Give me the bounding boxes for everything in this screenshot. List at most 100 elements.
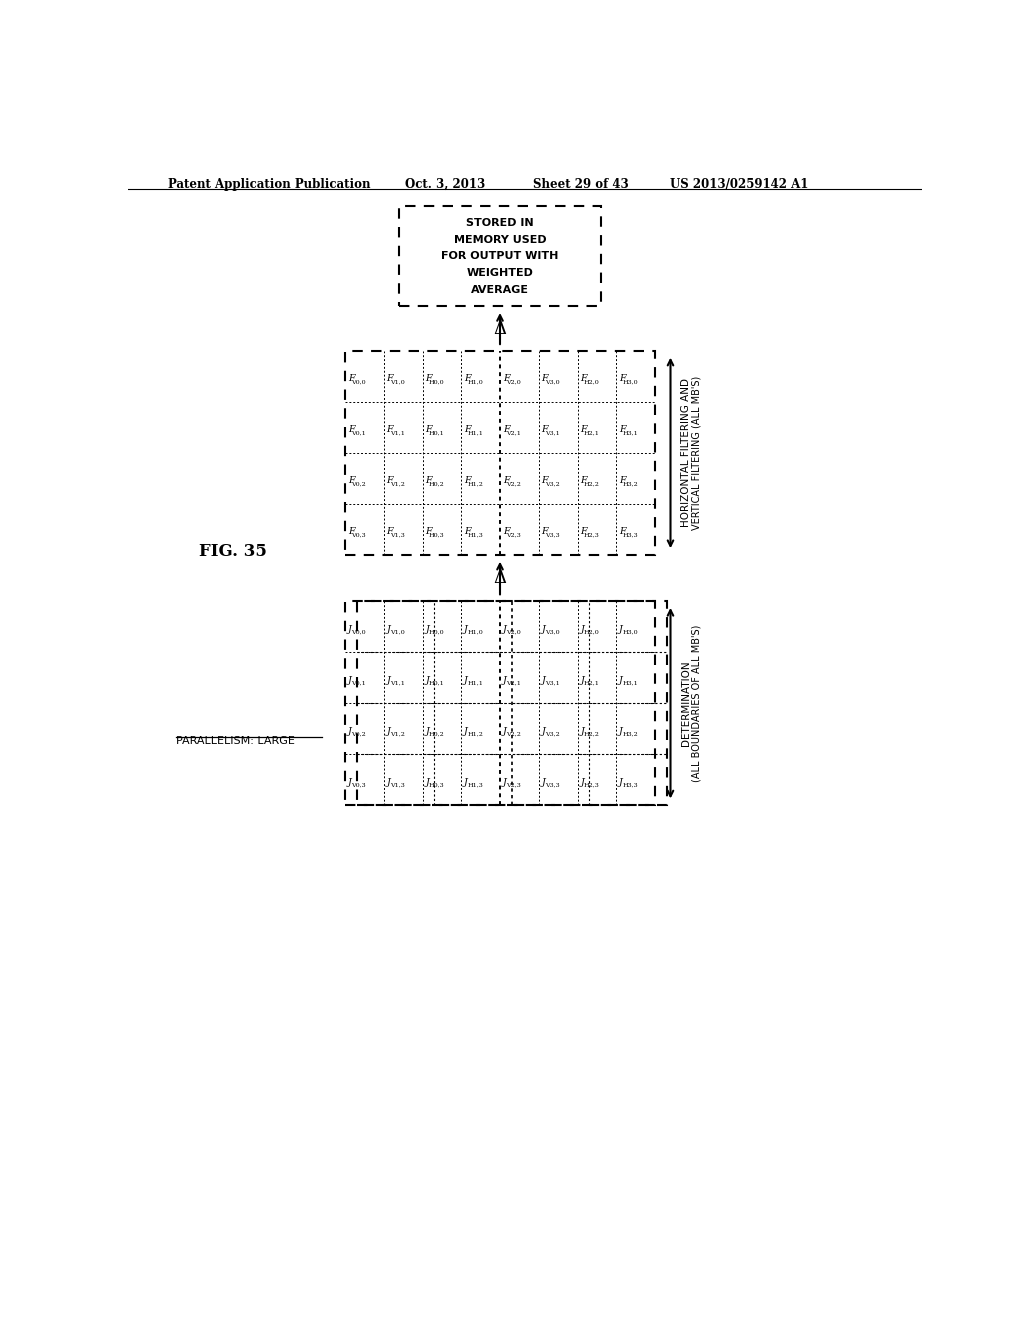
Text: F: F [581, 477, 587, 486]
Text: J: J [348, 727, 351, 735]
Text: H3,3: H3,3 [623, 532, 638, 537]
Text: J: J [464, 676, 468, 685]
Text: J: J [348, 676, 351, 685]
Text: F: F [386, 375, 393, 383]
Text: MEMORY USED: MEMORY USED [454, 235, 547, 244]
Text: J: J [386, 727, 390, 735]
Text: F: F [581, 375, 587, 383]
Text: FIG. 35: FIG. 35 [200, 543, 267, 560]
Text: V2,2: V2,2 [506, 482, 521, 486]
Text: V1,1: V1,1 [390, 430, 404, 436]
Text: F: F [618, 477, 626, 486]
Text: H0,1: H0,1 [428, 681, 444, 685]
Text: V3,2: V3,2 [545, 731, 559, 737]
Text: V0,2: V0,2 [351, 731, 366, 737]
Text: F: F [503, 477, 509, 486]
Text: F: F [464, 425, 471, 434]
Text: VERTICAL FILTERING (ALL MB'S): VERTICAL FILTERING (ALL MB'S) [691, 376, 701, 531]
Text: H2,2: H2,2 [584, 482, 599, 486]
Text: H1,3: H1,3 [467, 783, 483, 788]
Text: V1,0: V1,0 [390, 630, 404, 635]
Text: H0,1: H0,1 [428, 430, 444, 436]
Text: J: J [425, 777, 429, 787]
Text: Oct. 3, 2013: Oct. 3, 2013 [406, 178, 485, 190]
Text: J: J [618, 624, 623, 634]
Text: V2,0: V2,0 [506, 630, 521, 635]
Text: F: F [464, 477, 471, 486]
Text: H1,0: H1,0 [467, 630, 483, 635]
Text: V1,2: V1,2 [390, 731, 404, 737]
Text: H2,0: H2,0 [584, 630, 599, 635]
Bar [399, 206, 601, 306]
Text: J: J [425, 676, 429, 685]
Text: J: J [503, 777, 507, 787]
Bar [345, 351, 655, 554]
Text: V3,0: V3,0 [545, 379, 559, 384]
Text: Sheet 29 of 43: Sheet 29 of 43 [532, 178, 629, 190]
Text: J: J [618, 676, 623, 685]
Text: J: J [581, 624, 584, 634]
Text: F: F [542, 477, 548, 486]
Bar [356, 601, 667, 805]
Text: Patent Application Publication: Patent Application Publication [168, 178, 371, 190]
Text: V0,3: V0,3 [351, 532, 366, 537]
Text: V0,0: V0,0 [351, 630, 366, 635]
Text: H1,2: H1,2 [467, 482, 483, 486]
Text: V3,1: V3,1 [545, 430, 559, 436]
Text: J: J [581, 676, 584, 685]
Text: H1,1: H1,1 [467, 681, 483, 685]
Text: F: F [348, 425, 354, 434]
Text: J: J [581, 727, 584, 735]
Text: STORED IN: STORED IN [466, 218, 534, 228]
Text: Δ: Δ [494, 319, 507, 338]
Text: H0,2: H0,2 [428, 731, 444, 737]
Text: V2,3: V2,3 [506, 532, 521, 537]
Text: J: J [503, 727, 507, 735]
Bar [345, 601, 655, 805]
Text: FOR OUTPUT WITH: FOR OUTPUT WITH [441, 251, 559, 261]
Text: H2,0: H2,0 [584, 379, 599, 384]
Text: F: F [542, 528, 548, 536]
Text: F: F [464, 375, 471, 383]
Text: F: F [425, 375, 432, 383]
Text: V2,3: V2,3 [506, 783, 521, 788]
Text: F: F [386, 477, 393, 486]
Text: V3,0: V3,0 [545, 630, 559, 635]
Text: J: J [542, 676, 545, 685]
Text: F: F [503, 425, 509, 434]
Text: H1,0: H1,0 [467, 379, 483, 384]
Text: H1,2: H1,2 [467, 731, 483, 737]
Text: J: J [503, 624, 507, 634]
Text: J: J [464, 624, 468, 634]
Text: F: F [618, 375, 626, 383]
Text: F: F [542, 425, 548, 434]
Text: V2,1: V2,1 [506, 681, 521, 685]
Text: J: J [503, 676, 507, 685]
Text: V3,3: V3,3 [545, 532, 559, 537]
Text: V1,0: V1,0 [390, 379, 404, 384]
Text: J: J [348, 777, 351, 787]
Text: J: J [348, 624, 351, 634]
Text: DETERMINATION: DETERMINATION [681, 660, 691, 746]
Text: J: J [425, 624, 429, 634]
Text: V1,3: V1,3 [390, 783, 404, 788]
Text: V0,1: V0,1 [351, 430, 366, 436]
Text: F: F [542, 375, 548, 383]
Text: J: J [464, 727, 468, 735]
Text: V2,0: V2,0 [506, 379, 521, 384]
Text: F: F [581, 528, 587, 536]
Text: H2,1: H2,1 [584, 681, 599, 685]
Text: H0,0: H0,0 [428, 379, 444, 384]
Text: Δ: Δ [494, 569, 507, 587]
Text: V1,3: V1,3 [390, 532, 404, 537]
Text: H3,2: H3,2 [623, 731, 638, 737]
Text: V2,1: V2,1 [506, 430, 521, 436]
Text: V3,1: V3,1 [545, 681, 559, 685]
Text: F: F [503, 375, 509, 383]
Text: V0,0: V0,0 [351, 379, 366, 384]
Text: H1,3: H1,3 [467, 532, 483, 537]
Text: H0,2: H0,2 [428, 482, 444, 486]
Text: V3,3: V3,3 [545, 783, 559, 788]
Text: F: F [348, 528, 354, 536]
Text: AVERAGE: AVERAGE [471, 285, 529, 294]
